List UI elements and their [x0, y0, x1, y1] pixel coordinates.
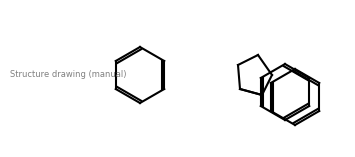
- Text: Structure drawing (manual): Structure drawing (manual): [10, 70, 126, 79]
